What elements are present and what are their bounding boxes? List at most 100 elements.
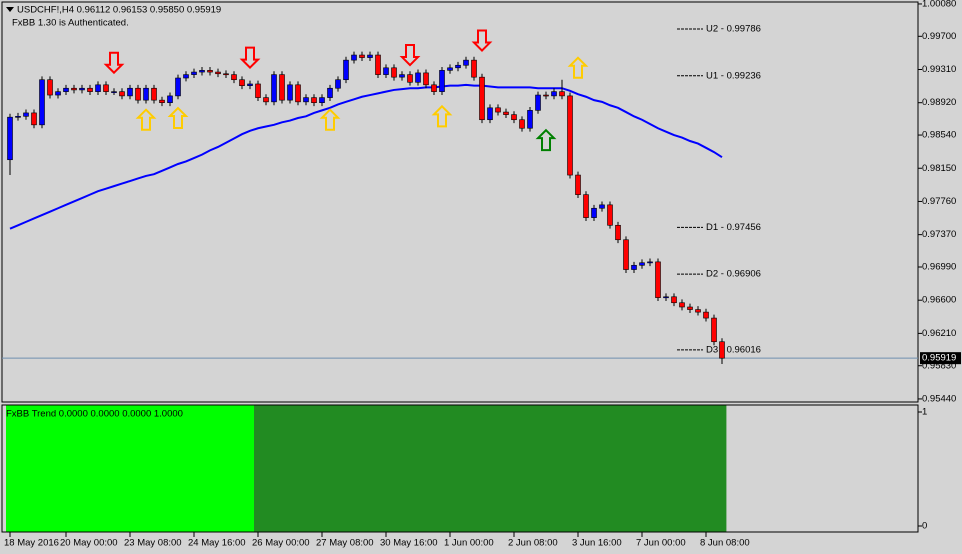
y-tick-label: 1.00080 — [922, 0, 956, 9]
trend-bar — [158, 405, 167, 532]
trend-bar — [238, 405, 247, 532]
candle-body — [663, 296, 669, 299]
candle-body — [399, 74, 405, 78]
trend-bar — [38, 405, 47, 532]
candle-body — [55, 91, 61, 96]
trend-bar — [510, 405, 519, 532]
signal-arrow — [239, 46, 261, 70]
candle-body — [231, 74, 237, 81]
trend-bar — [718, 405, 727, 532]
candle-body — [127, 87, 133, 97]
trend-bar — [22, 405, 31, 532]
candle-body — [343, 59, 349, 81]
y-tick-label: 0.97370 — [922, 229, 956, 240]
x-tick-label: 24 May 16:00 — [188, 538, 246, 549]
trend-bar — [342, 405, 351, 532]
candle-body — [639, 262, 645, 266]
candle-body — [695, 309, 701, 313]
candle-body — [567, 95, 573, 176]
candle-body — [7, 116, 13, 161]
candle-body — [359, 54, 365, 58]
candle-body — [151, 87, 157, 101]
trend-bar — [582, 405, 591, 532]
trend-bar — [310, 405, 319, 532]
level-label: D3 - 0.96016 — [706, 344, 761, 355]
trend-bar — [30, 405, 39, 532]
trend-bar — [214, 405, 223, 532]
candle-body — [279, 74, 285, 101]
trend-bar — [518, 405, 527, 532]
trend-bar — [470, 405, 479, 532]
candle-body — [175, 77, 181, 97]
x-tick-label: 26 May 00:00 — [252, 538, 310, 549]
candle-body — [335, 79, 341, 89]
candle-body — [391, 67, 397, 78]
trend-bar — [422, 405, 431, 532]
candle-body — [119, 91, 125, 97]
x-tick-label: 27 May 08:00 — [316, 538, 374, 549]
trend-bar — [46, 405, 55, 532]
trend-bar — [126, 405, 135, 532]
candle-body — [167, 95, 173, 104]
candle-body — [143, 87, 149, 101]
level-label: U1 - 0.99236 — [706, 70, 761, 81]
candle-body — [511, 114, 517, 121]
trend-bar — [6, 405, 15, 532]
candle-body — [111, 91, 117, 93]
candle-body — [199, 70, 205, 73]
y-tick-label: 0.95830 — [922, 360, 956, 371]
candle-body — [287, 84, 293, 101]
trend-bar — [614, 405, 623, 532]
candle-body — [647, 261, 653, 264]
trend-bar — [374, 405, 383, 532]
candle-body — [527, 110, 533, 129]
trend-bar — [382, 405, 391, 532]
trend-bar — [622, 405, 631, 532]
trend-bar — [486, 405, 495, 532]
signal-arrow — [431, 104, 453, 128]
x-tick-label: 2 Jun 08:00 — [508, 538, 558, 549]
y-tick-label: 0.97760 — [922, 196, 956, 207]
candle-body — [63, 87, 69, 92]
price-layer: U2 - 0.99786 U1 - 0.99236 D1 - 0.97456 D2 -… — [2, 24, 918, 365]
x-tick-label: 20 May 00:00 — [60, 538, 118, 549]
candle-body — [311, 97, 317, 104]
candle-body — [439, 70, 445, 92]
candle-body — [607, 204, 613, 226]
candle-body — [303, 97, 309, 103]
candle-body — [535, 94, 541, 111]
trend-bar — [302, 405, 311, 532]
trend-bar — [142, 405, 151, 532]
signal-arrow — [135, 108, 157, 131]
candle-body — [679, 302, 685, 308]
candle-body — [183, 74, 189, 79]
trend-bar — [598, 405, 607, 532]
level-label: D1 - 0.97456 — [706, 222, 761, 233]
trend-bar — [494, 405, 503, 532]
trend-bar — [702, 405, 711, 532]
y-tick-label: 0.95440 — [922, 393, 956, 404]
indicator-label: FxBB Trend 0.0000 0.0000 0.0000 1.0000 — [6, 409, 183, 420]
y-tick-label: 0.99700 — [922, 31, 956, 42]
candle-body — [191, 71, 197, 75]
trend-bar — [70, 405, 79, 532]
candle-body — [583, 194, 589, 218]
candle-body — [615, 224, 621, 241]
indicator-status: FxBB 1.30 is Authenticated. — [12, 18, 129, 29]
trend-bar — [222, 405, 231, 532]
trend-bar — [646, 405, 655, 532]
candle-body — [207, 70, 213, 73]
signal-arrow — [103, 51, 125, 75]
trend-bar — [686, 405, 695, 532]
y-tick-label: 0.96210 — [922, 328, 956, 339]
candle-body — [271, 74, 277, 103]
trend-bar — [318, 405, 327, 532]
candle-body — [31, 112, 37, 126]
candle-body — [95, 84, 101, 92]
trend-bar — [350, 405, 359, 532]
trend-bar — [182, 405, 191, 532]
candle-body — [551, 91, 557, 97]
signal-arrow — [535, 128, 557, 152]
level-label: U2 - 0.99786 — [706, 24, 761, 35]
